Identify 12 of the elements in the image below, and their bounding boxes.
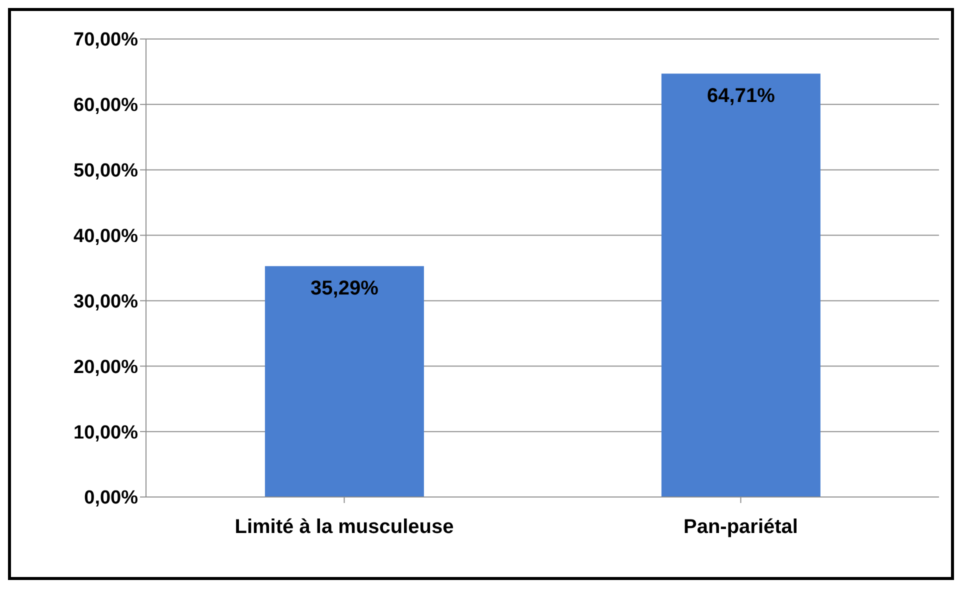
y-tick-label: 70,00%	[74, 30, 138, 51]
y-tick-label: 40,00%	[74, 226, 138, 248]
data-label: 64,71%	[707, 84, 776, 107]
x-tick-label: Limité à la musculeuse	[234, 516, 454, 538]
x-tick-label: Pan-pariétal	[684, 516, 798, 538]
y-tick-label: 30,00%	[74, 291, 138, 312]
y-tick-label: 20,00%	[74, 356, 138, 378]
y-tick-label: 60,00%	[74, 95, 138, 116]
y-tick-label: 50,00%	[74, 160, 138, 182]
data-label: 35,29%	[310, 277, 379, 300]
y-tick-label: 10,00%	[74, 422, 138, 444]
y-tick-label: 0,00%	[84, 488, 138, 509]
